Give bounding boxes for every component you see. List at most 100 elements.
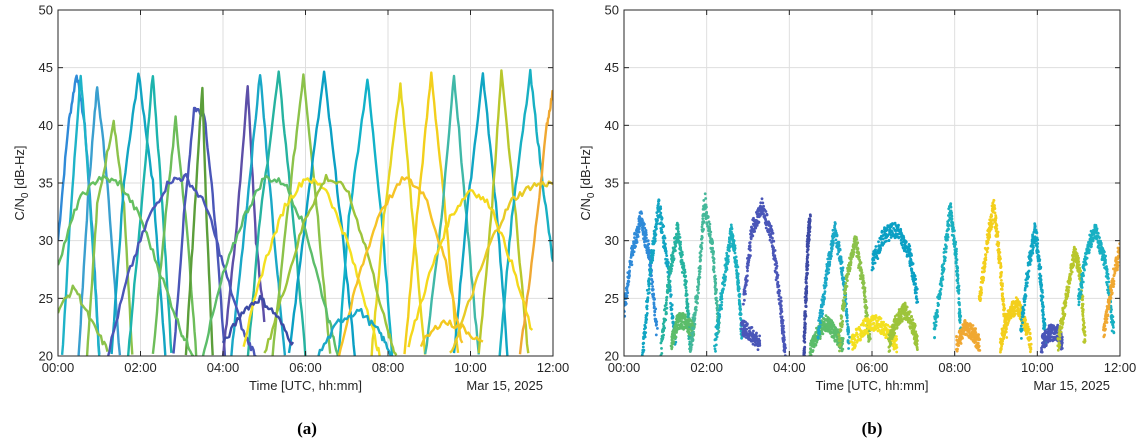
data-point bbox=[752, 216, 755, 220]
data-point bbox=[1043, 323, 1047, 326]
data-point bbox=[700, 225, 704, 229]
data-point bbox=[957, 301, 961, 305]
data-point bbox=[804, 313, 807, 317]
data-point bbox=[806, 271, 809, 275]
data-point bbox=[728, 245, 732, 248]
data-point bbox=[990, 214, 993, 218]
data-point bbox=[782, 342, 786, 346]
data-point bbox=[669, 272, 672, 275]
data-point bbox=[837, 244, 841, 248]
data-point bbox=[748, 241, 752, 244]
data-point bbox=[779, 299, 783, 303]
data-point bbox=[1028, 331, 1032, 335]
data-point bbox=[1040, 348, 1043, 352]
series-points-21 bbox=[1039, 323, 1064, 354]
data-point bbox=[1018, 300, 1021, 304]
data-point bbox=[999, 263, 1003, 267]
data-point bbox=[667, 275, 671, 279]
data-point bbox=[849, 263, 853, 267]
data-point bbox=[630, 260, 633, 264]
data-point bbox=[708, 222, 712, 226]
data-point bbox=[772, 246, 775, 250]
data-point bbox=[977, 335, 980, 339]
data-point bbox=[649, 271, 653, 274]
data-point bbox=[956, 273, 960, 277]
data-point bbox=[1039, 278, 1043, 282]
data-point bbox=[660, 352, 664, 355]
data-point bbox=[832, 235, 836, 239]
data-point bbox=[895, 326, 899, 330]
data-point bbox=[764, 226, 768, 230]
data-point bbox=[652, 251, 655, 255]
data-point bbox=[660, 228, 663, 232]
data-point bbox=[737, 281, 740, 285]
data-point bbox=[1029, 337, 1032, 341]
data-point bbox=[735, 261, 738, 265]
data-point bbox=[647, 253, 650, 257]
data-point bbox=[1061, 310, 1065, 314]
data-point bbox=[671, 315, 675, 319]
data-point bbox=[1001, 339, 1004, 343]
data-point bbox=[1070, 270, 1074, 274]
data-point bbox=[640, 212, 644, 215]
data-point bbox=[676, 318, 680, 321]
data-point bbox=[864, 298, 868, 302]
data-point bbox=[645, 307, 649, 311]
data-point bbox=[1028, 328, 1031, 331]
data-point bbox=[818, 319, 822, 323]
data-point bbox=[1031, 248, 1035, 251]
data-point bbox=[630, 263, 634, 267]
data-point bbox=[996, 242, 1000, 246]
data-point bbox=[823, 297, 826, 301]
data-point bbox=[999, 274, 1003, 278]
data-point bbox=[818, 325, 822, 328]
data-point bbox=[908, 248, 912, 251]
data-point bbox=[664, 301, 668, 305]
data-point bbox=[1026, 322, 1029, 326]
data-point bbox=[654, 320, 658, 324]
data-point bbox=[893, 331, 897, 335]
data-point bbox=[750, 326, 754, 329]
data-point bbox=[765, 212, 769, 216]
data-point bbox=[1039, 275, 1042, 279]
data-point bbox=[852, 341, 856, 344]
data-point bbox=[737, 279, 740, 282]
data-point bbox=[1058, 334, 1062, 338]
data-point bbox=[997, 251, 1001, 255]
series-line-34 bbox=[419, 319, 484, 348]
y-tick-label: 50 bbox=[39, 3, 53, 18]
data-point bbox=[868, 326, 872, 330]
data-point bbox=[683, 270, 687, 274]
data-point bbox=[886, 323, 890, 327]
data-point bbox=[877, 240, 880, 244]
data-point bbox=[876, 326, 880, 330]
data-point bbox=[1022, 308, 1026, 312]
data-point bbox=[802, 336, 806, 340]
data-point bbox=[1028, 263, 1032, 266]
data-point bbox=[1052, 324, 1055, 328]
data-point bbox=[764, 210, 768, 213]
data-point bbox=[730, 227, 734, 231]
data-point bbox=[735, 269, 738, 272]
data-point bbox=[676, 224, 680, 228]
data-point bbox=[984, 257, 987, 261]
data-point bbox=[729, 223, 733, 227]
data-point bbox=[720, 293, 723, 297]
data-point bbox=[865, 311, 869, 314]
data-point bbox=[699, 254, 703, 257]
data-point bbox=[849, 260, 853, 264]
data-point bbox=[769, 225, 773, 229]
data-point bbox=[668, 283, 671, 287]
data-point bbox=[841, 266, 845, 270]
data-point bbox=[727, 254, 730, 258]
series-points-15 bbox=[887, 301, 919, 353]
data-point bbox=[954, 243, 957, 246]
data-point bbox=[692, 327, 696, 330]
data-point bbox=[1040, 350, 1044, 354]
data-point bbox=[666, 264, 670, 267]
data-point bbox=[1040, 285, 1043, 288]
data-point bbox=[696, 301, 699, 305]
data-point bbox=[684, 289, 688, 292]
date-label: Mar 15, 2025 bbox=[466, 378, 543, 393]
data-point bbox=[851, 253, 855, 257]
